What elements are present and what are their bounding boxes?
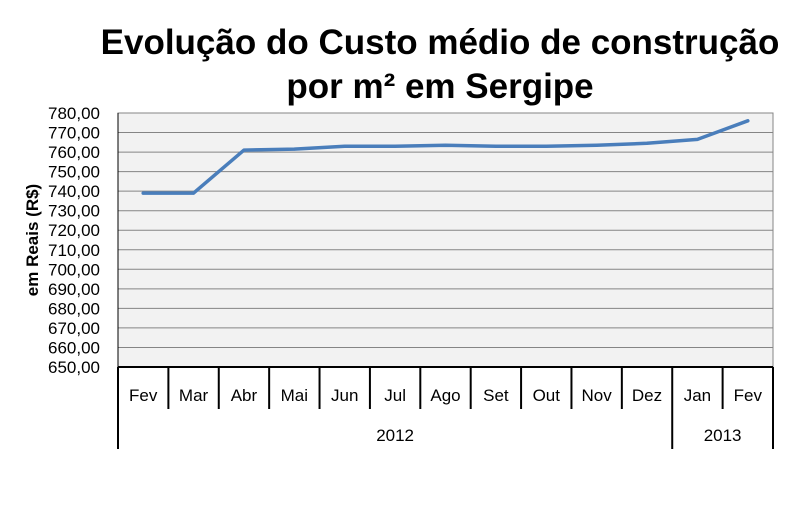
y-tick-label: 750,00 [48,163,100,182]
data-point [444,143,447,147]
data-point [746,119,750,123]
plot-area [117,112,774,368]
y-tick-label: 710,00 [48,241,100,260]
x-group-label: 2013 [704,426,742,445]
data-point [544,144,548,148]
y-tick-label: 680,00 [48,299,100,318]
x-tick-label: Mai [281,386,308,405]
data-point [141,191,145,195]
y-axis-label: em Reais (R$) [23,184,42,296]
y-tick-label: 740,00 [48,182,100,201]
y-tick-label: 670,00 [48,319,100,338]
y-tick-label: 770,00 [48,124,100,143]
x-tick-label: Jun [331,386,358,405]
x-tick-label: Ago [430,386,460,405]
chart-title-line-2: por m² em Sergipe [286,67,593,106]
y-tick-label: 760,00 [48,143,100,162]
x-tick-label: Dez [632,386,662,405]
data-point [192,191,196,195]
data-point [242,148,246,152]
data-point [343,144,347,148]
x-tick-label: Fev [734,386,763,405]
x-tick-label: Jan [684,386,711,405]
data-point [292,147,296,151]
y-tick-label: 700,00 [48,260,100,279]
x-tick-label: Out [533,386,561,405]
x-tick-label: Jul [384,386,406,405]
x-group-label: 2012 [376,426,414,445]
data-point [695,137,699,141]
y-tick-label: 730,00 [48,202,100,221]
data-point [494,144,498,148]
grid-lines [117,112,773,367]
data-point [393,144,397,148]
y-tick-label: 690,00 [48,280,100,299]
data-point [645,141,649,145]
y-tick-label: 780,00 [48,104,100,123]
y-axis-ticks: 650,00660,00670,00680,00690,00700,00710,… [48,104,100,377]
data-point [595,143,599,147]
y-tick-label: 660,00 [48,338,100,357]
y-tick-label: 650,00 [48,358,100,377]
x-tick-label: Abr [231,386,258,405]
x-axis: Fev Mar Abr Mai Jun Jul Ago Set Out Nov Dez Jan Fev 2… [117,366,774,449]
x-tick-label: Set [483,386,509,405]
x-tick-label: Fev [129,386,158,405]
y-tick-label: 720,00 [48,221,100,240]
x-tick-label: Nov [582,386,613,405]
chart-title-line-1: Evolução do Custo médio de construção [101,23,780,62]
x-tick-label: Mar [179,386,209,405]
series-layer [141,119,750,195]
